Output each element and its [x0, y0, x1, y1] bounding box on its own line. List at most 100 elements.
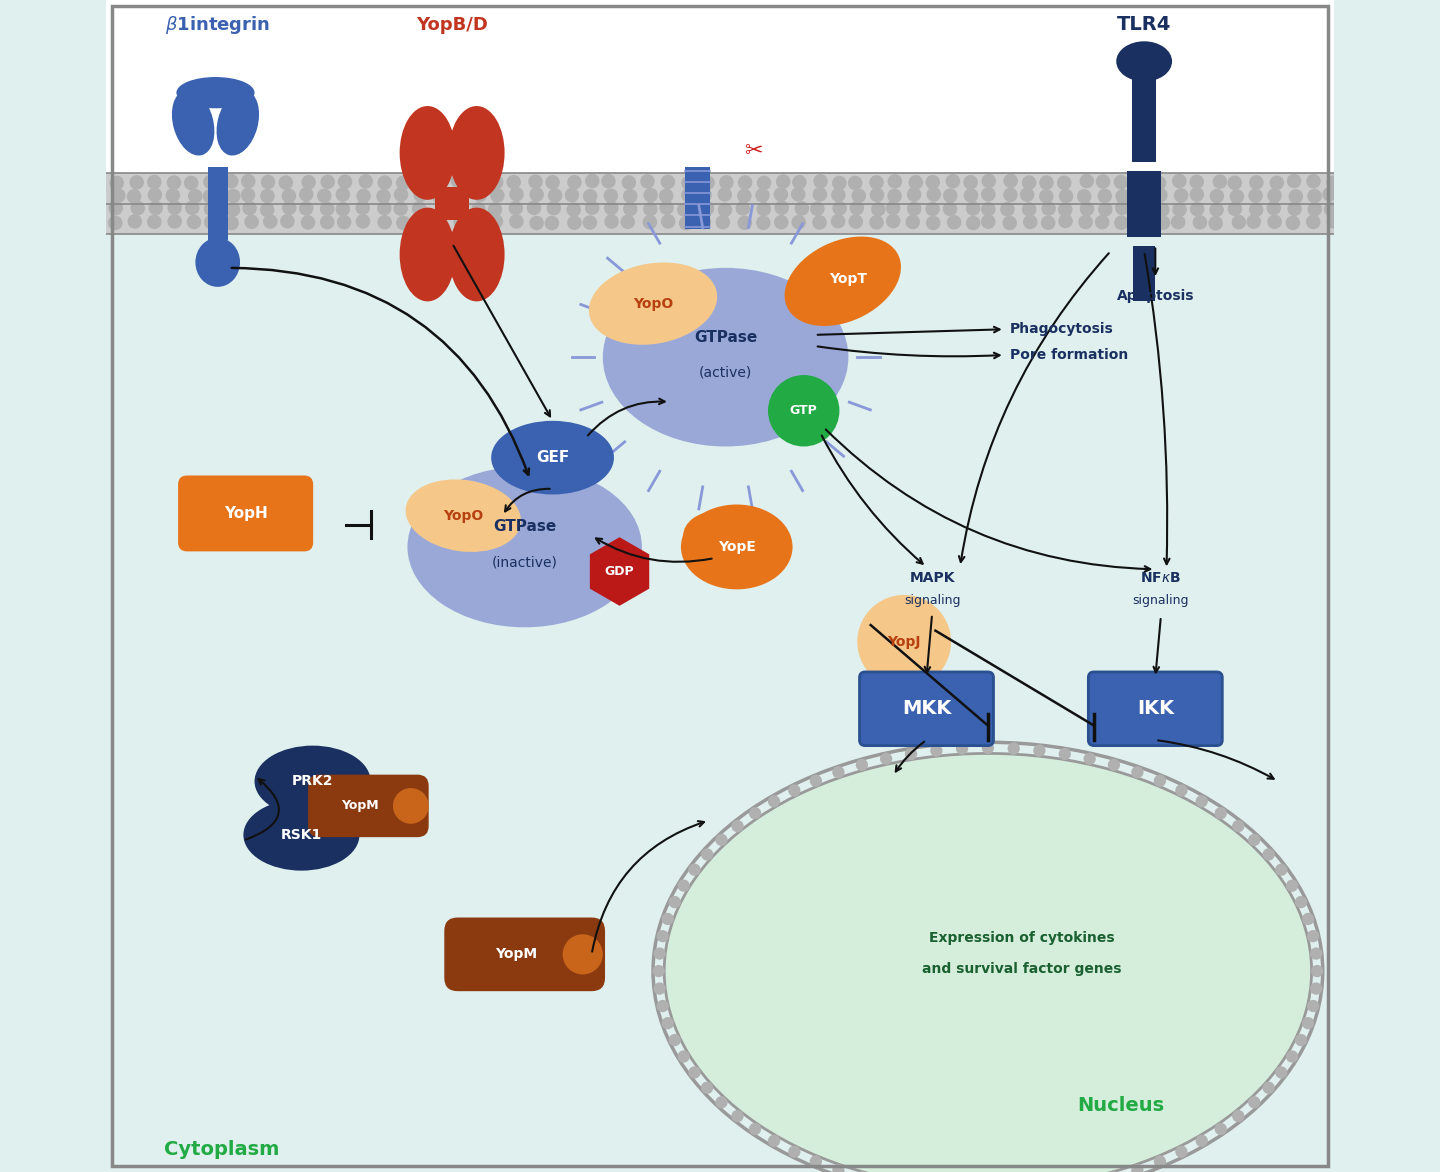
Circle shape — [907, 202, 922, 216]
Circle shape — [1041, 202, 1056, 216]
Circle shape — [1080, 173, 1094, 189]
Circle shape — [982, 742, 994, 754]
Circle shape — [1295, 1034, 1308, 1047]
Text: signaling: signaling — [1133, 594, 1189, 607]
Circle shape — [1248, 833, 1260, 846]
Circle shape — [1058, 748, 1071, 761]
Circle shape — [583, 216, 598, 230]
Circle shape — [393, 202, 408, 216]
Circle shape — [203, 175, 217, 189]
Circle shape — [1287, 202, 1302, 216]
Circle shape — [108, 216, 122, 230]
Circle shape — [966, 216, 981, 230]
Circle shape — [1302, 1017, 1315, 1029]
Circle shape — [338, 175, 353, 189]
Circle shape — [1295, 895, 1308, 908]
Bar — [107, 173, 1333, 234]
Polygon shape — [590, 538, 648, 605]
Circle shape — [1083, 752, 1096, 765]
Circle shape — [282, 189, 297, 203]
Circle shape — [264, 214, 278, 229]
Ellipse shape — [723, 538, 785, 582]
Ellipse shape — [785, 237, 901, 326]
Circle shape — [926, 202, 940, 217]
Text: Cytoplasm: Cytoplasm — [164, 1140, 279, 1159]
Circle shape — [1310, 982, 1322, 995]
Circle shape — [981, 202, 995, 217]
Circle shape — [1132, 1164, 1143, 1172]
Circle shape — [1020, 188, 1034, 202]
Circle shape — [661, 913, 674, 925]
Text: Nucleus: Nucleus — [1077, 1096, 1165, 1115]
Circle shape — [547, 200, 562, 216]
Circle shape — [809, 775, 822, 786]
Circle shape — [1001, 202, 1015, 217]
Circle shape — [851, 189, 865, 203]
Circle shape — [1189, 202, 1204, 217]
Circle shape — [204, 214, 219, 230]
Circle shape — [282, 200, 297, 214]
Text: GTP: GTP — [789, 404, 818, 417]
Circle shape — [775, 200, 789, 214]
Circle shape — [1214, 808, 1227, 819]
Circle shape — [688, 864, 701, 875]
Circle shape — [701, 849, 713, 860]
Circle shape — [356, 189, 370, 203]
Circle shape — [906, 214, 920, 230]
Circle shape — [736, 202, 750, 216]
Circle shape — [1248, 189, 1263, 203]
Circle shape — [909, 175, 923, 190]
Ellipse shape — [243, 799, 360, 871]
Circle shape — [278, 176, 294, 190]
Circle shape — [1247, 214, 1261, 229]
Circle shape — [1289, 189, 1303, 204]
Text: YopH: YopH — [223, 506, 268, 520]
Circle shape — [1195, 795, 1208, 808]
Circle shape — [546, 175, 560, 190]
Ellipse shape — [255, 745, 370, 817]
Circle shape — [737, 176, 752, 190]
Circle shape — [508, 200, 523, 216]
Circle shape — [376, 189, 390, 204]
Circle shape — [488, 203, 503, 217]
Circle shape — [857, 595, 950, 689]
Circle shape — [963, 189, 978, 203]
Text: and survival factor genes: and survival factor genes — [922, 962, 1122, 976]
Circle shape — [377, 176, 392, 190]
Circle shape — [956, 742, 968, 755]
Circle shape — [946, 173, 960, 189]
Circle shape — [396, 216, 410, 230]
Circle shape — [337, 214, 351, 230]
Circle shape — [1008, 742, 1020, 755]
Circle shape — [412, 202, 426, 216]
Circle shape — [1132, 766, 1143, 778]
Circle shape — [1326, 214, 1341, 229]
Circle shape — [792, 214, 806, 230]
Bar — [207, 168, 228, 240]
Circle shape — [1308, 931, 1319, 942]
Circle shape — [547, 189, 563, 203]
Circle shape — [147, 214, 161, 229]
Ellipse shape — [683, 511, 750, 560]
Circle shape — [1270, 176, 1284, 190]
Text: signaling: signaling — [904, 594, 960, 607]
Circle shape — [166, 189, 180, 203]
Circle shape — [870, 216, 884, 230]
Circle shape — [1310, 965, 1323, 977]
Circle shape — [301, 175, 315, 190]
Circle shape — [1096, 175, 1110, 189]
Circle shape — [1040, 176, 1054, 190]
Text: Expression of cytokines: Expression of cytokines — [929, 931, 1115, 945]
Circle shape — [1189, 175, 1204, 189]
Bar — [1132, 61, 1156, 162]
Circle shape — [880, 752, 893, 765]
Circle shape — [567, 216, 582, 230]
Circle shape — [1310, 947, 1322, 960]
Circle shape — [814, 175, 828, 189]
Circle shape — [831, 214, 845, 229]
Circle shape — [1231, 214, 1246, 230]
Circle shape — [831, 188, 845, 203]
Circle shape — [624, 202, 638, 216]
Circle shape — [452, 188, 467, 203]
Circle shape — [1153, 188, 1168, 203]
